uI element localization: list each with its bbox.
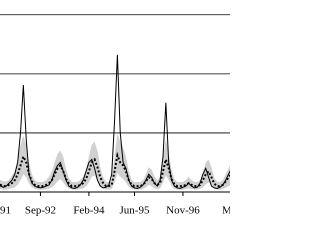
range-band [0,132,230,190]
chart: 91 Sep-92 Feb-94 Jun-95 Nov-96 M [0,14,230,217]
x-tick-label: Nov-96 [166,205,200,217]
plot-area [0,54,230,190]
x-tick-label: Feb-94 [73,205,105,217]
data-line [0,151,230,188]
x-tick-label: M [222,205,230,217]
x-tick-label: Jun-95 [120,205,150,217]
x-tick-label: 91 [0,205,11,217]
data-line [0,54,230,189]
x-tick-label: Sep-92 [25,205,56,217]
